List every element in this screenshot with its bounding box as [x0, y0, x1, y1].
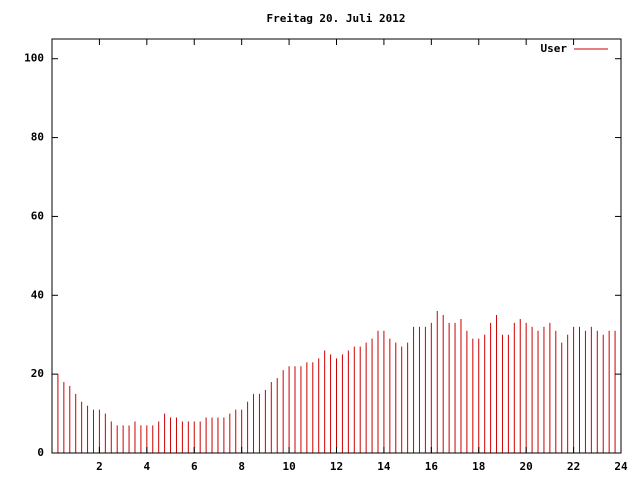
- y-tick-label: 40: [31, 288, 44, 301]
- x-tick-label: 18: [472, 460, 485, 473]
- chart-title: Freitag 20. Juli 2012: [266, 12, 405, 25]
- x-tick-label: 10: [282, 460, 295, 473]
- x-tick-label: 6: [191, 460, 198, 473]
- x-tick-label: 2: [96, 460, 103, 473]
- y-tick-label: 20: [31, 367, 44, 380]
- x-tick-label: 16: [425, 460, 439, 473]
- y-tick-label: 60: [31, 209, 44, 222]
- y-tick-label: 0: [37, 446, 44, 459]
- x-tick-label: 24: [614, 460, 628, 473]
- y-tick-label: 100: [24, 52, 44, 65]
- x-tick-label: 4: [144, 460, 151, 473]
- x-tick-label: 20: [520, 460, 533, 473]
- x-tick-label: 12: [330, 460, 343, 473]
- x-tick-label: 22: [567, 460, 580, 473]
- x-tick-label: 14: [377, 460, 391, 473]
- x-tick-label: 8: [238, 460, 245, 473]
- y-tick-label: 80: [31, 131, 44, 144]
- legend-label: User: [541, 42, 568, 55]
